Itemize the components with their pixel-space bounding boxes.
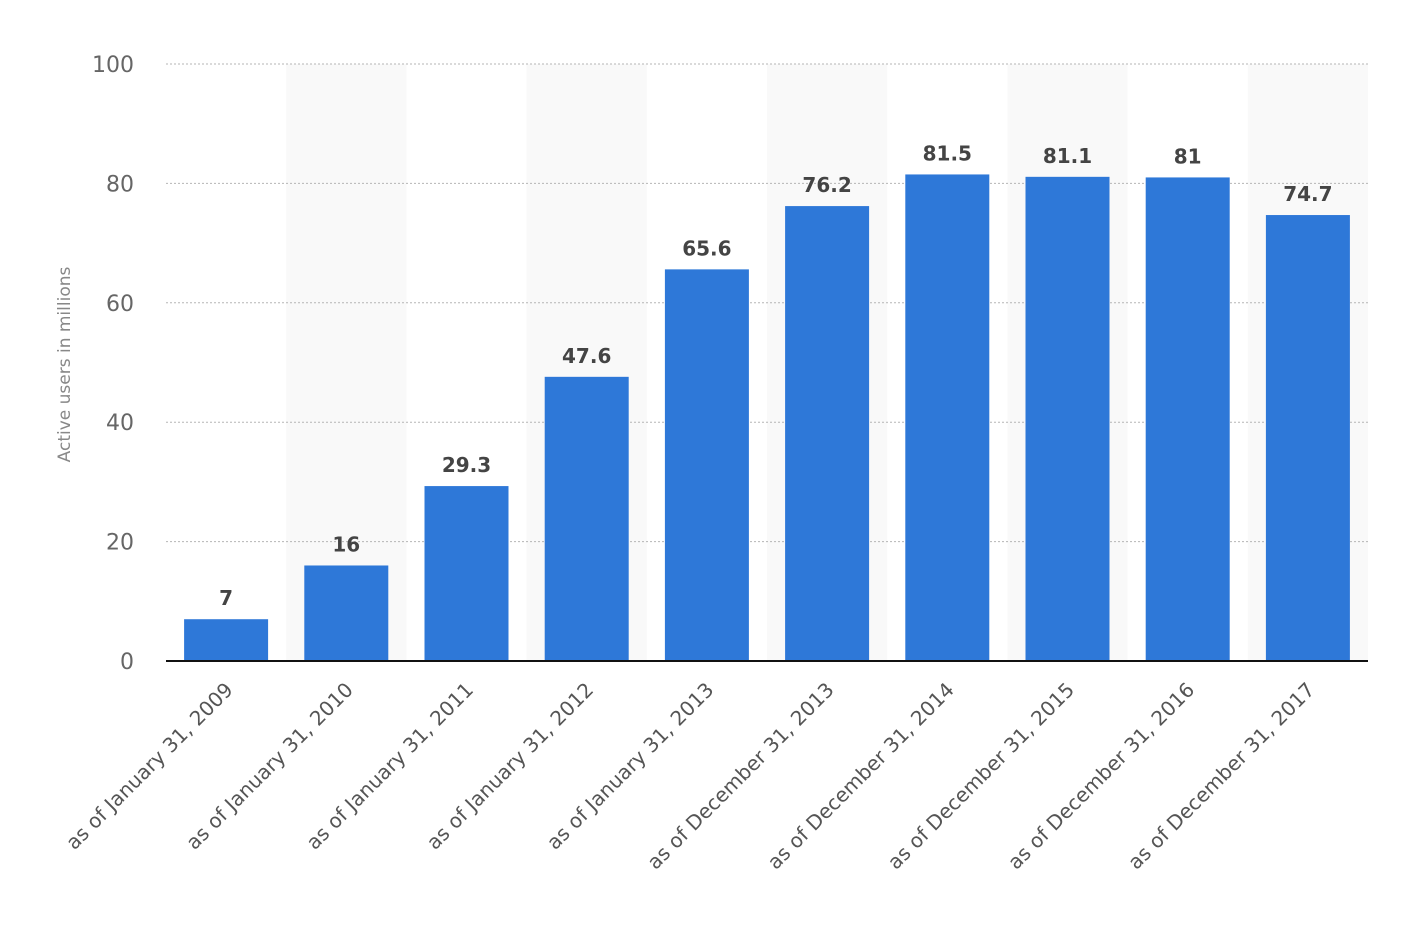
bar bbox=[304, 565, 389, 661]
bar-value-label: 74.7 bbox=[1283, 182, 1332, 206]
y-axis-ticks: 0 20 40 60 80 100 bbox=[92, 53, 134, 675]
bar-value-label: 81.1 bbox=[1043, 144, 1092, 168]
bar bbox=[1025, 176, 1110, 661]
y-tick-label: 20 bbox=[106, 531, 134, 556]
bar bbox=[905, 174, 990, 661]
value-labels: 7 16 29.3 47.6 65.6 76.2 81.5 81.1 81 74.7 bbox=[219, 141, 1332, 610]
bar bbox=[1265, 215, 1350, 661]
y-tick-label: 60 bbox=[106, 292, 134, 317]
y-axis-title: Active users in millions bbox=[55, 267, 75, 463]
y-tick-label: 40 bbox=[106, 411, 134, 436]
bar-value-label: 16 bbox=[332, 532, 360, 556]
bar bbox=[1145, 177, 1230, 661]
bar-value-label: 65.6 bbox=[682, 236, 731, 260]
background-band bbox=[286, 64, 407, 661]
bar bbox=[544, 376, 629, 661]
bar bbox=[785, 206, 870, 661]
bar-value-label: 47.6 bbox=[562, 344, 611, 368]
bar bbox=[184, 619, 269, 661]
bar-value-label: 81.5 bbox=[923, 141, 972, 165]
bar bbox=[424, 486, 509, 661]
bar-value-label: 29.3 bbox=[442, 453, 491, 477]
bar bbox=[664, 269, 749, 661]
y-tick-label: 100 bbox=[92, 53, 134, 78]
y-tick-label: 80 bbox=[106, 172, 134, 197]
bar-value-label: 81 bbox=[1174, 144, 1202, 168]
y-tick-label: 0 bbox=[120, 650, 134, 675]
bar-value-label: 7 bbox=[219, 586, 233, 610]
bar-value-label: 76.2 bbox=[802, 173, 851, 197]
bars bbox=[184, 174, 1350, 661]
